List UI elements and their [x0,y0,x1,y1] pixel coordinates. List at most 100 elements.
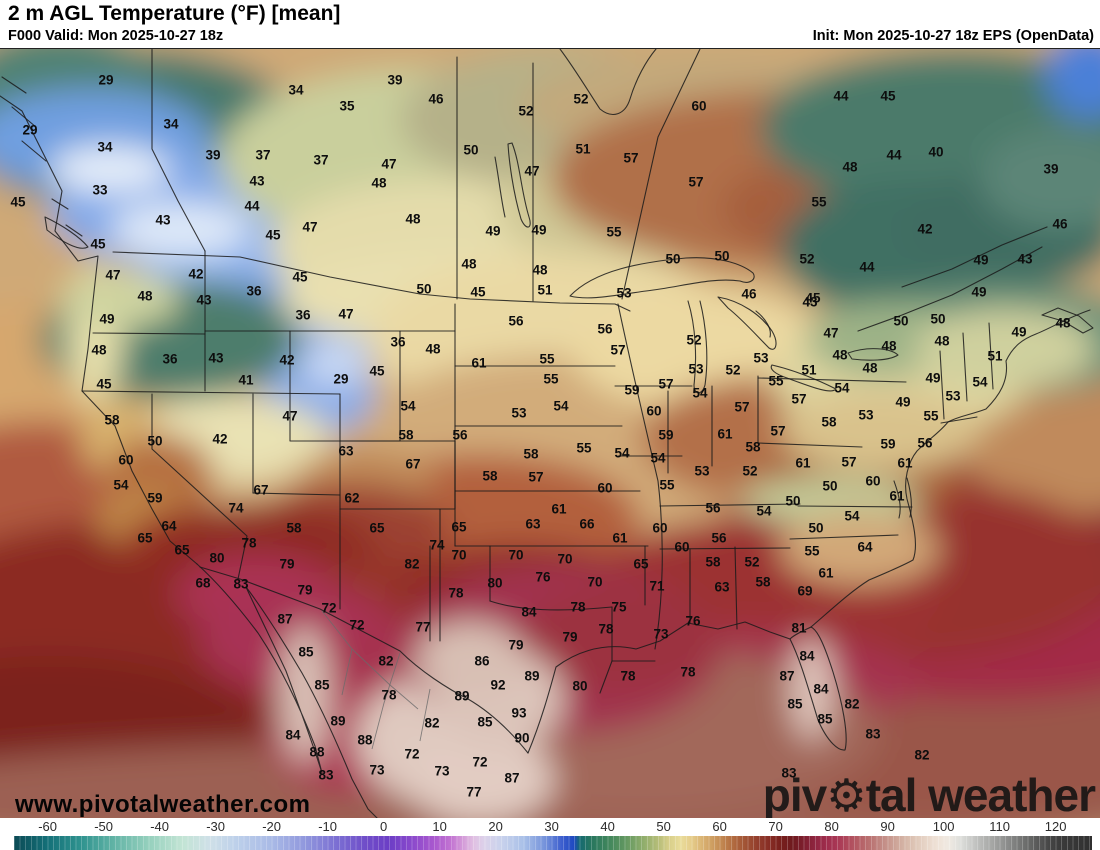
mexico-state-borders [321,610,431,750]
temp-label: 36 [162,351,178,367]
temp-label: 48 [862,360,878,376]
temp-label: 68 [195,575,211,591]
temp-label: 57 [658,376,674,392]
temp-label: 43 [802,294,818,310]
temp-label: 44 [244,198,260,214]
temp-label: 52 [573,91,589,107]
map-graphic [0,49,1100,819]
temp-label: 60 [652,520,668,536]
temp-labels-layer: 29 34 29 34 34 35 39 37 37 43 33 44 45 43 47 45 45 47 42 36… [10,74,1070,799]
temp-label: 57 [688,174,704,190]
temp-label: 45 [292,269,308,285]
alaska-panhandle [1,76,47,162]
temp-label: 77 [415,619,431,635]
temp-label: 48 [532,262,548,278]
logo-text-2: tal weather [865,769,1096,821]
temp-label: 45 [880,88,896,104]
temp-label: 34 [288,82,304,98]
temp-field [0,49,1100,819]
border-al-ga [734,546,738,630]
temp-label: 50 [785,493,801,509]
temp-label: 65 [174,542,190,558]
temp-label: 67 [253,482,269,498]
temp-label: 55 [659,477,675,493]
temp-label: 45 [470,284,486,300]
temp-label: 61 [889,488,905,504]
temp-label: 60 [865,473,881,489]
temp-label: 88 [357,732,373,748]
temp-label: 78 [598,621,614,637]
temp-label: 50 [930,311,946,327]
temp-label: 65 [633,556,649,572]
temp-label: 47 [282,408,298,424]
temp-label: 42 [212,431,228,447]
temp-label: 82 [378,653,394,669]
colorbar-tick: 30 [544,819,559,834]
mississippi-river [617,303,663,650]
temp-label: 55 [606,224,622,240]
temp-label: 78 [448,585,464,601]
temp-label: 65 [369,520,385,536]
temp-label: 54 [400,398,416,414]
temp-label: 59 [624,382,640,398]
header: 2 m AGL Temperature (°F) [mean] F000 Val… [0,0,1100,48]
temp-label: 70 [451,547,467,563]
colorbar-tick: -10 [318,819,337,834]
colorbar-tick: 100 [932,819,955,834]
temp-label: 55 [923,408,939,424]
temp-label: 83 [233,576,249,592]
temp-label: 74 [429,537,445,553]
temp-label: 82 [914,747,930,763]
temp-label: 33 [92,182,108,198]
temp-label: 69 [797,583,813,599]
temp-label: 29 [333,371,349,387]
temp-label: 29 [22,122,38,138]
colorbar-tick: -20 [262,819,281,834]
temp-label: 87 [504,770,520,786]
page-title: 2 m AGL Temperature (°F) [mean] [8,2,341,25]
temp-label: 83 [318,767,334,783]
coastline-west [0,95,198,565]
temp-label: 57 [623,150,639,166]
temp-label: 39 [205,147,221,163]
temp-label: 86 [474,653,490,669]
vancouver-island [44,216,89,249]
colorbar-tick: -40 [150,819,169,834]
temp-label: 90 [514,730,530,746]
temp-label: 41 [238,372,254,388]
temp-label: 40 [928,144,944,160]
coastline-gulf [527,621,791,754]
colorbar-tick: -30 [206,819,225,834]
temp-label: 65 [451,519,467,535]
temp-label: 56 [508,313,524,329]
colorbar-tick: 80 [824,819,839,834]
temp-label: 72 [404,746,420,762]
temp-label: 63 [338,443,354,459]
watermark-text: www.pivotalweather.com [15,791,311,818]
temp-label: 57 [770,423,786,439]
temp-label: 85 [314,677,330,693]
temp-label: 57 [610,342,626,358]
colorbar-tick: -50 [94,819,113,834]
temp-label: 93 [511,705,527,721]
temp-label: 52 [686,332,702,348]
temp-label: 58 [745,439,761,455]
border-ca-nv [151,393,248,580]
temp-label: 36 [390,334,406,350]
temp-label: 58 [482,468,498,484]
lake-superior [569,257,755,299]
colorbar-tick: 50 [656,819,671,834]
temp-label: 56 [597,321,613,337]
temp-label: 52 [799,251,815,267]
temp-label: 50 [714,248,730,264]
temp-label: 60 [691,98,707,114]
temp-label: 84 [799,648,815,664]
temp-label: 47 [338,306,354,322]
pivotal-weather-logo: piv⚙tal weather [763,769,1096,821]
temp-label: 47 [823,325,839,341]
temp-label: 56 [917,435,933,451]
temp-label: 64 [857,539,873,555]
temp-label: 62 [344,490,360,506]
colorbar-gradient [14,836,1092,850]
temp-label: 45 [90,236,106,252]
